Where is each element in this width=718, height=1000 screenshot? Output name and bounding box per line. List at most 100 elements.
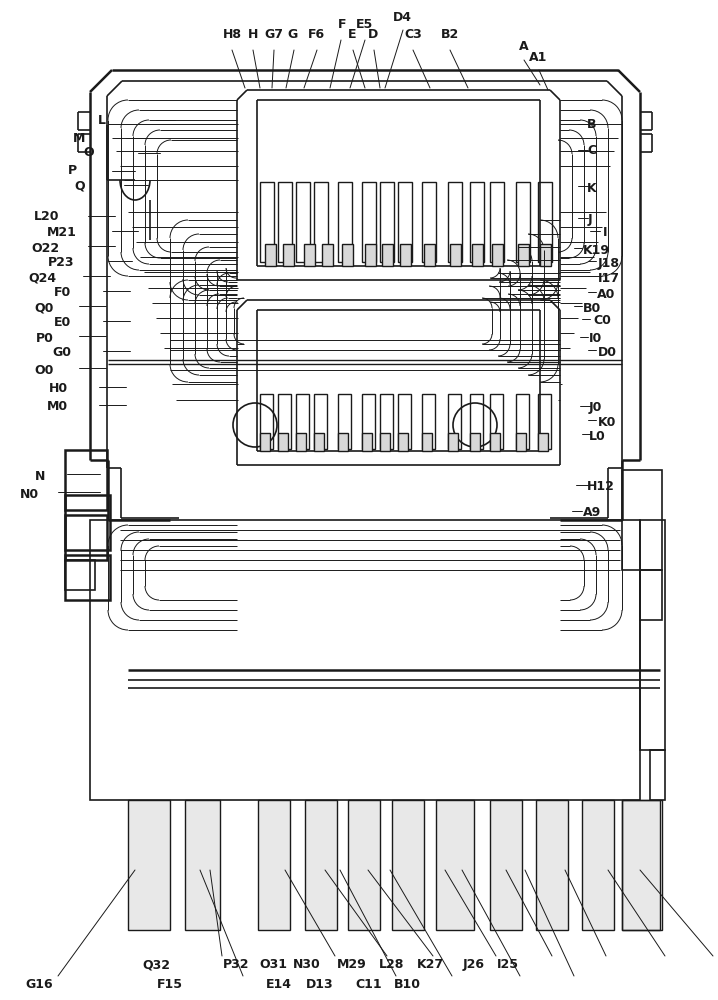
Bar (536, 800, 568, 930)
Bar (362, 182, 376, 262)
Bar (305, 800, 337, 930)
Bar (382, 244, 393, 266)
Text: A0: A0 (597, 288, 616, 300)
Bar (338, 433, 348, 451)
Bar (296, 182, 310, 262)
Text: C: C (587, 144, 597, 157)
Bar (622, 470, 662, 570)
Bar (65, 560, 95, 590)
Text: P32: P32 (223, 958, 249, 971)
Text: N: N (35, 470, 45, 483)
Text: L28: L28 (379, 958, 405, 971)
Bar (338, 182, 352, 262)
Bar (470, 394, 483, 449)
Bar (622, 800, 662, 930)
Text: E5: E5 (356, 18, 373, 31)
Bar (448, 433, 458, 451)
Text: B: B (587, 118, 597, 131)
Text: G: G (288, 28, 298, 41)
Text: G16: G16 (26, 978, 53, 991)
Text: M: M (73, 131, 85, 144)
Bar (304, 244, 315, 266)
Bar (65, 495, 110, 550)
Bar (490, 182, 504, 262)
Bar (490, 800, 522, 930)
Bar (265, 244, 276, 266)
Text: F15: F15 (157, 978, 182, 991)
Text: C3: C3 (404, 28, 421, 41)
Text: F0: F0 (54, 286, 71, 300)
Text: J26: J26 (462, 958, 484, 971)
Bar (322, 244, 333, 266)
Text: L20: L20 (34, 211, 60, 224)
Bar (380, 433, 390, 451)
Text: M21: M21 (47, 226, 77, 238)
Bar (516, 182, 530, 262)
Bar (422, 182, 436, 262)
Text: K27: K27 (417, 958, 444, 971)
Text: M29: M29 (337, 958, 367, 971)
Bar (470, 182, 484, 262)
Bar (342, 244, 353, 266)
Bar (365, 244, 376, 266)
Bar (65, 450, 107, 510)
Text: K0: K0 (597, 416, 616, 428)
Bar (582, 800, 614, 930)
Bar (622, 800, 660, 930)
Text: E: E (348, 28, 357, 41)
Text: N0: N0 (20, 488, 39, 500)
Bar (314, 182, 328, 262)
Bar (260, 433, 270, 451)
Text: P23: P23 (47, 256, 74, 269)
Text: D: D (368, 28, 378, 41)
Text: D4: D4 (393, 11, 412, 24)
Text: A: A (519, 40, 529, 53)
Bar (518, 244, 529, 266)
Bar (296, 433, 306, 451)
Bar (258, 800, 290, 930)
Text: J18: J18 (597, 256, 620, 269)
Text: K: K (587, 182, 597, 194)
Text: N30: N30 (293, 958, 320, 971)
Text: D13: D13 (306, 978, 333, 991)
Bar (448, 182, 462, 262)
Bar (492, 244, 503, 266)
Bar (278, 182, 292, 262)
Text: Q24: Q24 (29, 271, 57, 284)
Bar (348, 800, 380, 930)
Bar (380, 182, 394, 262)
Text: H12: H12 (587, 481, 615, 493)
Text: P0: P0 (36, 332, 54, 344)
Text: L: L (98, 113, 106, 126)
Bar (185, 800, 220, 930)
Bar (380, 394, 393, 449)
Bar (640, 520, 665, 750)
Bar (260, 394, 273, 449)
Bar (472, 244, 483, 266)
Bar (400, 244, 411, 266)
Bar (398, 394, 411, 449)
Text: J: J (587, 214, 592, 227)
Text: A1: A1 (529, 51, 548, 64)
Bar (128, 800, 170, 930)
Text: O0: O0 (34, 363, 54, 376)
Bar (260, 182, 274, 262)
Text: I17: I17 (597, 271, 620, 284)
Text: F: F (337, 18, 346, 31)
Bar (640, 570, 662, 620)
Bar (398, 182, 412, 262)
Bar (650, 750, 665, 800)
Text: B0: B0 (583, 302, 601, 314)
Bar (436, 800, 474, 930)
Bar (65, 515, 107, 560)
Text: K19: K19 (583, 243, 610, 256)
Bar (490, 433, 500, 451)
Text: D0: D0 (597, 346, 616, 359)
Bar (448, 394, 461, 449)
Bar (362, 433, 372, 451)
Text: O: O (83, 146, 94, 159)
Bar (538, 433, 548, 451)
Text: H: H (248, 28, 258, 41)
Bar (278, 433, 288, 451)
Text: I25: I25 (498, 958, 519, 971)
